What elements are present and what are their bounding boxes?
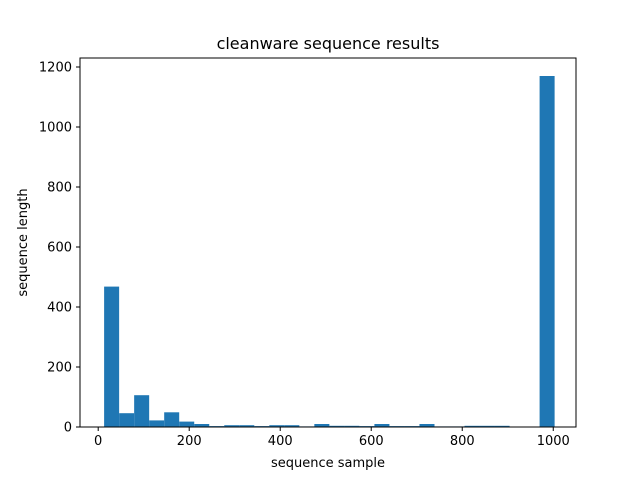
x-tick-label: 400 [268,434,293,449]
bar-5 [179,421,195,427]
bar-0 [104,286,120,427]
bar-16 [344,425,360,427]
bar-26 [494,425,510,427]
bar-18 [374,424,390,427]
x-tick-label: 800 [450,434,475,449]
bar-1 [119,413,135,427]
bar-21 [419,424,435,427]
chart-title: cleanware sequence results [217,34,440,53]
x-tick-label: 1000 [537,434,570,449]
x-axis-label: sequence sample [271,456,385,471]
bar-25 [479,425,495,427]
y-tick-label: 200 [47,361,72,376]
y-tick-label: 1000 [39,121,72,136]
bar-9 [239,425,255,427]
x-tick-label: 0 [94,434,102,449]
y-tick-label: 400 [47,301,72,316]
y-tick-label: 1200 [39,61,72,76]
bar-6 [194,424,210,427]
bar-14 [314,424,330,427]
bar-8 [224,425,240,427]
x-tick-label: 200 [177,434,202,449]
x-tick-label: 600 [359,434,384,449]
x-axis-ticks: 0 200 400 600 800 1000 [94,427,570,449]
bar-2 [134,395,150,427]
y-tick-label: 800 [47,181,72,196]
bars-group [104,76,555,427]
bar-12 [284,425,300,427]
bar-4 [164,412,180,427]
bar-15 [329,425,345,427]
y-tick-label: 0 [64,421,72,436]
y-axis-label: sequence length [16,188,31,296]
bar-29 [539,76,555,427]
bar-24 [464,425,480,427]
bar-11 [269,425,285,427]
y-tick-label: 600 [47,241,72,256]
y-axis-ticks: 0 200 400 600 800 1000 1200 [39,61,80,436]
bar-3 [149,420,165,427]
plot-frame [79,57,577,428]
